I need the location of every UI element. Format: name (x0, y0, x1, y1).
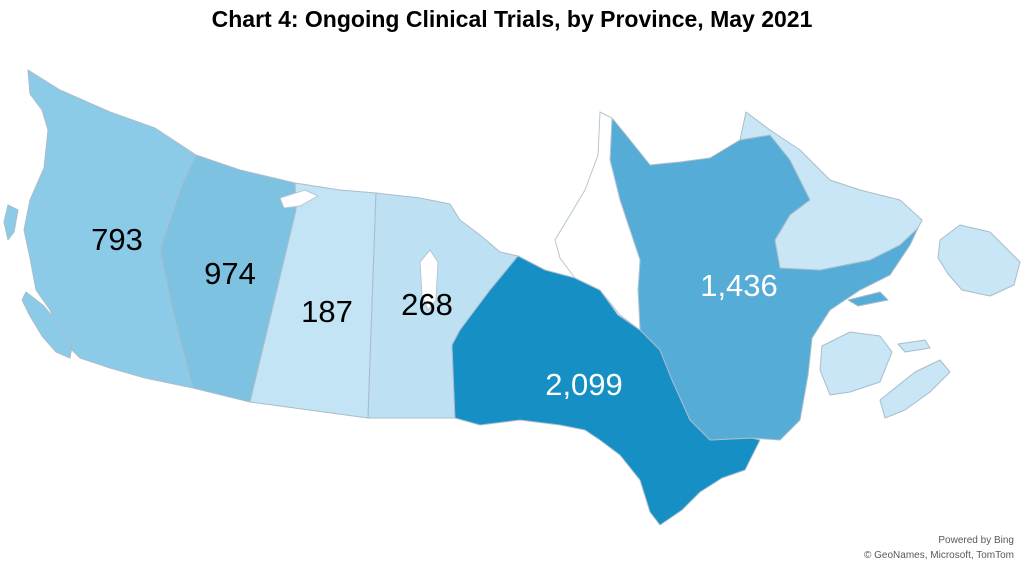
region-nova-scotia[interactable] (879, 359, 951, 419)
region-haida-gwaii (3, 204, 19, 241)
chart-title: Chart 4: Ongoing Clinical Trials, by Pro… (211, 6, 813, 32)
hudson-bay (554, 111, 641, 332)
anticosti-island (847, 291, 889, 307)
region-alberta[interactable] (159, 154, 297, 403)
label-ontario: 2,099 (545, 367, 623, 402)
lake-winnipeg (419, 249, 439, 311)
lake-athabasca (279, 189, 320, 209)
label-quebec: 1,436 (700, 268, 778, 303)
region-newfoundland-and-labrador[interactable] (739, 111, 923, 271)
label-saskatchewan: 187 (301, 294, 353, 329)
region-prince-edward-island[interactable] (897, 339, 931, 353)
region-vancouver-island (21, 291, 73, 359)
attribution-powered-by: Powered by Bing (938, 535, 1014, 546)
label-manitoba: 268 (401, 287, 453, 322)
region-new-brunswick[interactable] (819, 331, 893, 396)
label-alberta: 974 (204, 256, 256, 291)
label-british-columbia: 793 (91, 222, 143, 257)
region-british-columbia[interactable] (23, 69, 197, 389)
attribution-copyright: © GeoNames, Microsoft, TomTom (864, 550, 1014, 561)
region-newfoundland-island (937, 224, 1021, 297)
